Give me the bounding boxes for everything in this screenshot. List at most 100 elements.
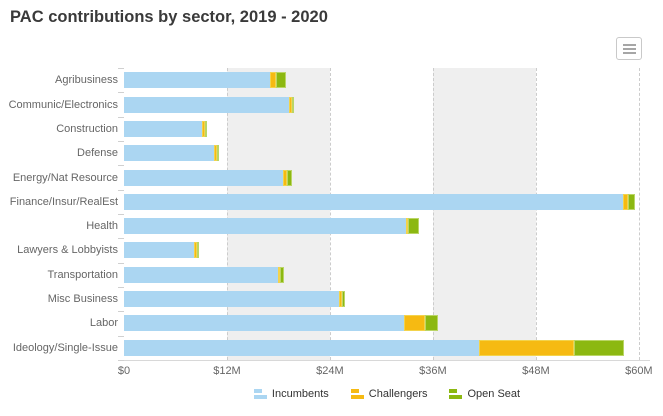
gridline [638,68,640,360]
gridline [535,68,537,360]
y-axis-category-label: Finance/Insur/RealEst [9,196,118,208]
bar-segment-challengers[interactable] [403,315,426,331]
x-axis-tick-label: $24M [316,365,344,377]
bar-segment-incumbents[interactable] [124,145,215,161]
y-axis-category-label: Construction [56,123,118,135]
legend-label: Challengers [368,388,428,400]
bar-segment-open-seat[interactable] [573,340,625,356]
y-axis-category-label: Transportation [47,269,118,281]
bar-segment-incumbents[interactable] [124,121,203,137]
bar-segment-challengers[interactable] [214,145,217,161]
x-axis-tick-label: $0 [117,365,131,377]
legend-series-icon [253,388,267,400]
gridline [226,68,228,360]
y-axis-tick [118,360,124,361]
bar-segment-open-seat[interactable] [275,72,287,88]
bar-segment-incumbents[interactable] [124,291,339,307]
bar-segment-incumbents[interactable] [124,97,289,113]
y-axis-category-label: Communic/Electronics [8,99,118,111]
bar-row [124,145,650,161]
bar-segment-open-seat[interactable] [408,218,419,234]
y-axis-tick [118,336,124,337]
legend-item-incumbents[interactable]: Incumbents [253,388,329,400]
bar-segment-open-seat[interactable] [425,315,439,331]
bar-segment-challengers[interactable] [479,340,574,356]
bar-segment-challengers[interactable] [194,242,197,258]
bar-segment-challengers[interactable] [406,218,409,234]
bar-segment-challengers[interactable] [338,291,343,307]
y-axis-tick [118,287,124,288]
x-axis-tick-label: $48M [522,365,550,377]
bar-segment-challengers[interactable] [277,267,280,283]
bar-segment-challengers[interactable] [288,97,293,113]
legend-label: Open Seat [467,388,521,400]
bar-segment-incumbents[interactable] [124,194,623,210]
bar-segment-open-seat[interactable] [216,145,219,161]
y-axis-tick [118,92,124,93]
y-axis-tick [118,141,124,142]
x-axis-tick-label: $60M [625,365,653,377]
bar-row [124,340,650,356]
bar-segment-open-seat[interactable] [196,242,200,258]
y-axis-tick [118,190,124,191]
gridline [329,68,331,360]
plot-band [226,68,330,360]
bar-row [124,72,650,88]
y-axis-tick [118,117,124,118]
bar-segment-open-seat[interactable] [287,170,293,186]
legend-item-open-seat[interactable]: Open Seat [449,388,520,400]
bar-segment-open-seat[interactable] [279,267,284,283]
plot-band [432,68,536,360]
bar-segment-incumbents[interactable] [124,242,195,258]
bar-segment-open-seat[interactable] [627,194,636,210]
y-axis-category-label: Energy/Nat Resource [12,172,118,184]
y-axis-tick [118,311,124,312]
bar-segment-incumbents[interactable] [124,72,270,88]
legend: Incumbents Challengers Open Seat [124,388,650,400]
x-axis-tick-label: $12M [213,365,241,377]
y-axis-tick [118,165,124,166]
bar-row [124,315,650,331]
y-axis-labels: Agribusiness Communic/Electronics Construc… [0,68,118,360]
x-axis-tick-label: $36M [419,365,447,377]
bar-row [124,170,650,186]
bar-segment-incumbents[interactable] [124,315,404,331]
bar-row [124,242,650,258]
y-axis-category-label: Health [86,220,118,232]
bar-segment-challengers[interactable] [622,194,628,210]
chart-title: PAC contributions by sector, 2019 - 2020 [10,8,328,26]
y-axis-category-label: Labor [89,317,118,329]
gridline [432,68,434,360]
hamburger-menu-icon [622,43,636,54]
y-axis-category-label: Defense [77,147,118,159]
y-axis-category-label: Ideology/Single-Issue [12,342,118,354]
bar-segment-incumbents[interactable] [124,340,480,356]
bar-row [124,291,650,307]
bar-row [124,97,650,113]
y-axis-tick [118,263,124,264]
x-axis: $0 $12M $24M $36M $48M $60M [118,365,653,381]
bar-segment-open-seat[interactable] [342,291,345,307]
y-axis-category-label: Lawyers & Lobbyists [17,244,118,256]
bar-segment-incumbents[interactable] [124,267,278,283]
bar-segment-incumbents[interactable] [124,170,283,186]
bar-row [124,267,650,283]
chart-context-menu-button[interactable] [616,37,642,60]
bar-segment-challengers[interactable] [282,170,288,186]
legend-series-icon [350,388,364,400]
bar-segment-challengers[interactable] [202,121,205,137]
bar-segment-open-seat[interactable] [204,121,208,137]
bar-row [124,121,650,137]
plot-area [118,68,650,361]
legend-label: Incumbents [271,388,329,400]
bar-segment-open-seat[interactable] [292,97,295,113]
y-axis-category-label: Misc Business [47,293,118,305]
y-axis-category-label: Agribusiness [55,74,118,86]
bar-segment-challengers[interactable] [269,72,276,88]
legend-item-challengers[interactable]: Challengers [350,388,428,400]
y-axis-tick [118,68,124,69]
legend-series-icon [449,388,463,400]
bar-row [124,218,650,234]
bar-segment-incumbents[interactable] [124,218,407,234]
